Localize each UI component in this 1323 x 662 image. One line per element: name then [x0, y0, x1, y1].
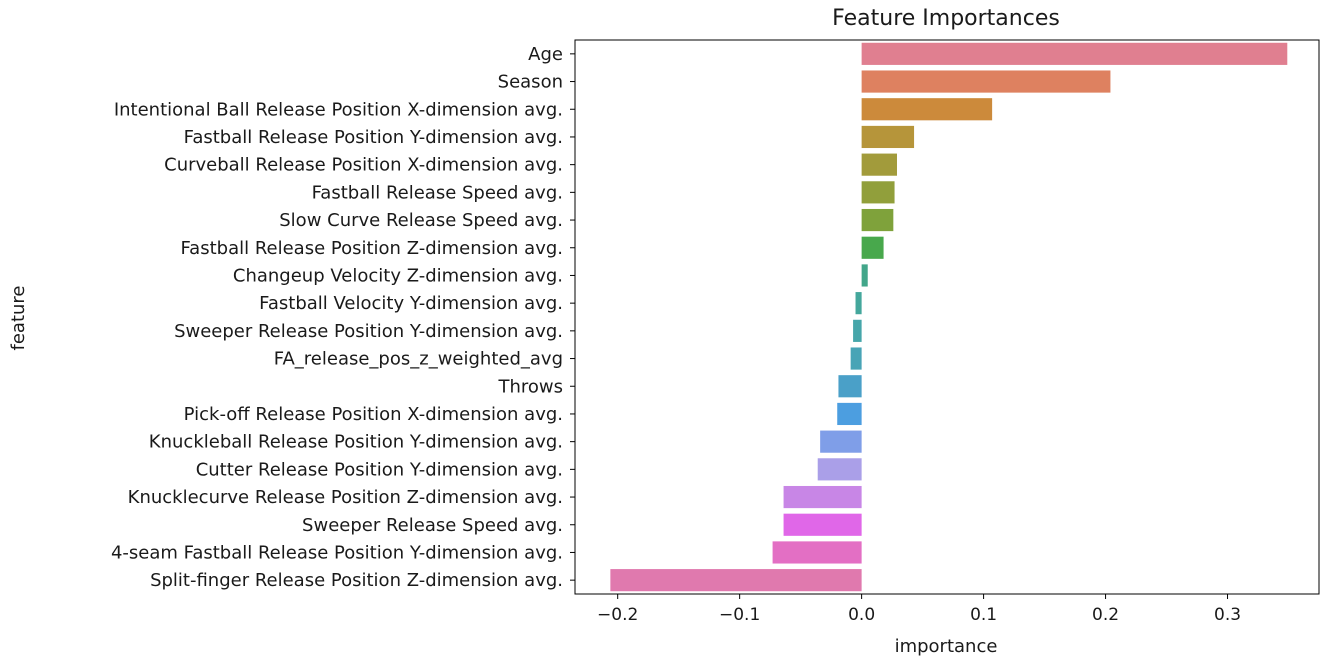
- y-tick-label: Fastball Release Position Z-dimension av…: [180, 238, 563, 259]
- bar: [850, 347, 862, 370]
- y-tick-label: Cutter Release Position Y-dimension avg.: [196, 459, 563, 480]
- bar: [855, 292, 862, 315]
- y-tick-label: Sweeper Release Position Y-dimension avg…: [174, 321, 563, 342]
- y-tick-label: Knuckleball Release Position Y-dimension…: [149, 432, 563, 453]
- bar: [861, 70, 1111, 93]
- chart-title: Feature Importances: [832, 6, 1060, 31]
- y-tick-label: Fastball Velocity Y-dimension avg.: [259, 293, 563, 314]
- y-tick-label: Knucklecurve Release Position Z-dimensio…: [128, 487, 563, 508]
- x-tick-label: −0.1: [719, 605, 760, 625]
- x-tick-label: 0.2: [1092, 605, 1119, 625]
- y-tick-label: Fastball Release Position Y-dimension av…: [184, 127, 563, 148]
- y-tick-label: Curveball Release Position X-dimension a…: [164, 155, 563, 176]
- y-tick-label: Slow Curve Release Speed avg.: [279, 210, 563, 231]
- bar: [772, 541, 862, 564]
- bar: [861, 236, 884, 259]
- y-tick-label: FA_release_pos_z_weighted_avg: [274, 349, 563, 370]
- bar: [838, 375, 862, 398]
- y-tick-label: Split-finger Release Position Z-dimensio…: [150, 570, 563, 591]
- bars-group: [610, 42, 1288, 592]
- bar: [861, 264, 868, 287]
- y-tick-label: Throws: [497, 376, 563, 397]
- x-tick-label: 0.0: [848, 605, 875, 625]
- bar: [861, 153, 897, 176]
- y-tick-label: Intentional Ball Release Position X-dime…: [114, 99, 563, 120]
- bar: [861, 98, 993, 121]
- x-tick-label: 0.3: [1214, 605, 1241, 625]
- y-tick-labels: Age Season Intentional Ball Release Positi…: [111, 44, 575, 591]
- y-tick-label: Sweeper Release Speed avg.: [302, 515, 563, 536]
- x-tick-label: 0.1: [970, 605, 997, 625]
- bar: [817, 458, 862, 481]
- y-tick-label: Changeup Velocity Z-dimension avg.: [233, 265, 563, 286]
- bar: [820, 430, 862, 453]
- bar: [861, 125, 915, 149]
- y-tick-label: Fastball Release Speed avg.: [312, 182, 563, 203]
- y-tick-label: Season: [498, 72, 563, 93]
- y-tick-label: Age: [528, 44, 563, 65]
- plot-frame: [574, 39, 1320, 595]
- x-tick-label: −0.2: [597, 605, 638, 625]
- x-axis-label: importance: [895, 636, 998, 657]
- bar: [837, 402, 862, 426]
- bar: [861, 181, 895, 204]
- bar: [861, 208, 894, 232]
- x-ticks: −0.2 −0.1 0.0 0.1 0.2 0.3: [597, 594, 1241, 625]
- y-tick-label: 4-seam Fastball Release Position Y-dimen…: [111, 542, 563, 563]
- bar: [861, 42, 1288, 65]
- bar: [783, 485, 862, 509]
- y-axis-label: feature: [8, 286, 29, 351]
- bar: [783, 513, 862, 536]
- bar: [853, 319, 862, 342]
- bar: [610, 569, 862, 592]
- y-tick-label: Pick-off Release Position X-dimension av…: [184, 404, 563, 425]
